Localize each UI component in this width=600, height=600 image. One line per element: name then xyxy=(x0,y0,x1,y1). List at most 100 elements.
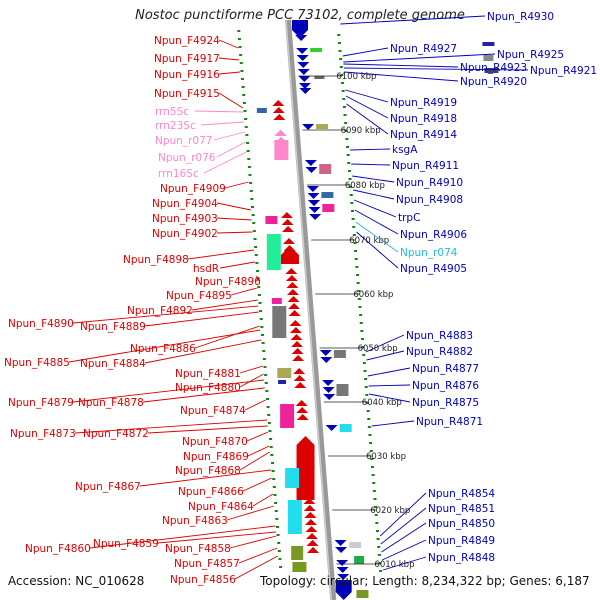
gene-label-left[interactable]: Npun_F4892 xyxy=(127,305,193,317)
gene-label-left[interactable]: Npun_F4895 xyxy=(166,290,232,302)
gene-label-right[interactable]: Npun_R4918 xyxy=(390,113,457,125)
right-guide-dot xyxy=(365,402,369,404)
gene-label-left[interactable]: Npun_F4859 xyxy=(93,538,159,550)
left-guide-dot xyxy=(249,182,253,184)
gene-label-left[interactable]: Npun_F4915 xyxy=(154,88,220,100)
gene-label-right[interactable]: Npun_R4882 xyxy=(406,346,473,358)
gene-label-right[interactable]: Npun_R4925 xyxy=(497,49,564,61)
right-guide-dot xyxy=(343,114,347,116)
gene-label-left[interactable]: Npun_F4898 xyxy=(123,254,189,266)
gene-label-right[interactable]: Npun_r074 xyxy=(400,247,458,259)
gene-label-left[interactable]: Npun_F4866 xyxy=(178,486,244,498)
gene-label-right[interactable]: Npun_R4854 xyxy=(428,488,495,500)
left-guide-dot xyxy=(262,350,266,352)
gene-label-right[interactable]: trpC xyxy=(398,212,420,224)
gene-label-left[interactable]: Npun_F4873 xyxy=(10,428,76,440)
gene-label-left[interactable]: Npun_F4881 xyxy=(175,368,241,380)
gene-label-left[interactable]: Npun_F4896 xyxy=(195,276,261,288)
left-guide-dot xyxy=(277,550,281,552)
kbp-label: 6090 kbp xyxy=(341,126,381,136)
gene-label-left[interactable]: Npun_F4858 xyxy=(165,543,231,555)
gene-label-right[interactable]: Npun_R4923 xyxy=(460,62,527,74)
gene-label-left[interactable]: Npun_F4890 xyxy=(8,318,74,330)
left-guide-dot xyxy=(269,438,273,440)
gene-label-left[interactable]: Npun_F4869 xyxy=(183,451,249,463)
gene-label-left[interactable]: Npun_F4864 xyxy=(188,501,254,513)
right-guide-dot xyxy=(357,290,361,292)
gene-label-left[interactable]: Npun_F4902 xyxy=(152,228,218,240)
gene-label-right[interactable]: Npun_R4906 xyxy=(400,229,467,241)
gene-label-left[interactable]: Npun_r077 xyxy=(155,135,212,147)
gene-label-right[interactable]: Npun_R4927 xyxy=(390,43,457,55)
gene-callout-line xyxy=(142,387,265,403)
gene-label-right[interactable]: Npun_R4876 xyxy=(412,380,479,392)
gene-label-left[interactable]: Npun_F4867 xyxy=(75,481,141,493)
gene-label-right[interactable]: Npun_R4911 xyxy=(392,160,459,172)
gene-label-left[interactable]: Npun_F4904 xyxy=(152,198,218,210)
gene-callout-line xyxy=(216,202,251,211)
gene-label-left[interactable]: Npun_F4885 xyxy=(4,357,70,369)
gene-label-right[interactable]: Npun_R4920 xyxy=(460,76,527,88)
gene-label-right[interactable]: Npun_R4850 xyxy=(428,518,495,530)
gene-label-right[interactable]: Npun_R4849 xyxy=(428,535,495,547)
gene-block xyxy=(321,192,334,198)
left-guide-dot xyxy=(271,470,275,472)
gene-label-left[interactable]: Npun_F4870 xyxy=(182,436,248,448)
left-guide-dot xyxy=(275,526,279,528)
gene-label-right[interactable]: Npun_R4930 xyxy=(487,11,554,23)
forward-gene-mark xyxy=(294,382,307,388)
gene-label-left[interactable]: Npun_F4917 xyxy=(154,53,220,65)
gene-label-right[interactable]: Npun_R4871 xyxy=(416,416,483,428)
gene-label-right[interactable]: Npun_R4905 xyxy=(400,263,467,275)
right-guide-dot xyxy=(377,554,381,556)
gene-label-right[interactable]: Npun_R4908 xyxy=(396,194,463,206)
reverse-gene-mark xyxy=(309,214,322,220)
gene-label-right[interactable]: Npun_R4914 xyxy=(390,129,457,141)
gene-label-left[interactable]: Npun_F4916 xyxy=(154,69,220,81)
gene-block xyxy=(256,108,267,113)
gene-label-left[interactable]: Npun_F4903 xyxy=(152,213,218,225)
gene-label-right[interactable]: Npun_R4848 xyxy=(428,552,495,564)
right-guide-dot xyxy=(341,82,345,84)
gene-label-left[interactable]: Npun_F4856 xyxy=(170,574,236,586)
reverse-gene-mark xyxy=(319,350,332,356)
right-guide-dot xyxy=(364,386,368,388)
gene-callout-line xyxy=(201,121,244,126)
gene-label-left[interactable]: Npun_F4909 xyxy=(160,183,226,195)
gene-label-right[interactable]: Npun_R4877 xyxy=(412,363,479,375)
right-guide-dot xyxy=(338,50,342,52)
forward-gene-mark xyxy=(293,375,306,381)
gene-callout-line xyxy=(343,67,529,71)
gene-label-right[interactable]: Npun_R4883 xyxy=(406,330,473,342)
gene-label-left[interactable]: rrn16Sc xyxy=(158,168,199,180)
right-guide-dot xyxy=(349,194,353,196)
gene-label-right[interactable]: Npun_R4875 xyxy=(412,397,479,409)
gene-label-right[interactable]: Npun_R4851 xyxy=(428,503,495,515)
gene-label-right[interactable]: Npun_R4919 xyxy=(390,97,457,109)
right-guide-dot xyxy=(345,138,349,140)
gene-label-left[interactable]: Npun_r076 xyxy=(158,152,216,164)
gene-label-left[interactable]: Npun_F4886 xyxy=(130,343,196,355)
gene-label-left[interactable]: Npun_F4879 xyxy=(8,397,74,409)
gene-label-left[interactable]: Npun_F4857 xyxy=(174,558,240,570)
gene-label-left[interactable]: Npun_F4860 xyxy=(25,543,91,555)
gene-label-left[interactable]: rrn5Sc xyxy=(155,106,189,118)
left-guide-dot xyxy=(274,510,278,512)
reverse-gene-mark xyxy=(322,387,335,393)
gene-label-right[interactable]: Npun_R4910 xyxy=(396,177,463,189)
gene-label-left[interactable]: Npun_F4874 xyxy=(180,405,246,417)
left-guide-dot xyxy=(237,38,241,40)
gene-label-left[interactable]: Npun_F4872 xyxy=(83,428,149,440)
gene-label-right[interactable]: Npun_R4921 xyxy=(530,65,597,77)
gene-label-left[interactable]: Npun_F4863 xyxy=(162,515,228,527)
reverse-gene-mark xyxy=(336,567,349,573)
gene-label-left[interactable]: Npun_F4868 xyxy=(175,465,241,477)
gene-label-right[interactable]: ksgA xyxy=(392,144,418,156)
gene-label-left[interactable]: Npun_F4884 xyxy=(80,358,146,370)
gene-label-left[interactable]: rrn23Sc xyxy=(155,120,196,132)
left-guide-dot xyxy=(258,302,262,304)
gene-label-left[interactable]: Npun_F4889 xyxy=(80,321,146,333)
gene-label-left[interactable]: hsdR xyxy=(193,263,219,275)
gene-label-left[interactable]: Npun_F4878 xyxy=(78,397,144,409)
gene-label-left[interactable]: Npun_F4924 xyxy=(154,35,220,47)
